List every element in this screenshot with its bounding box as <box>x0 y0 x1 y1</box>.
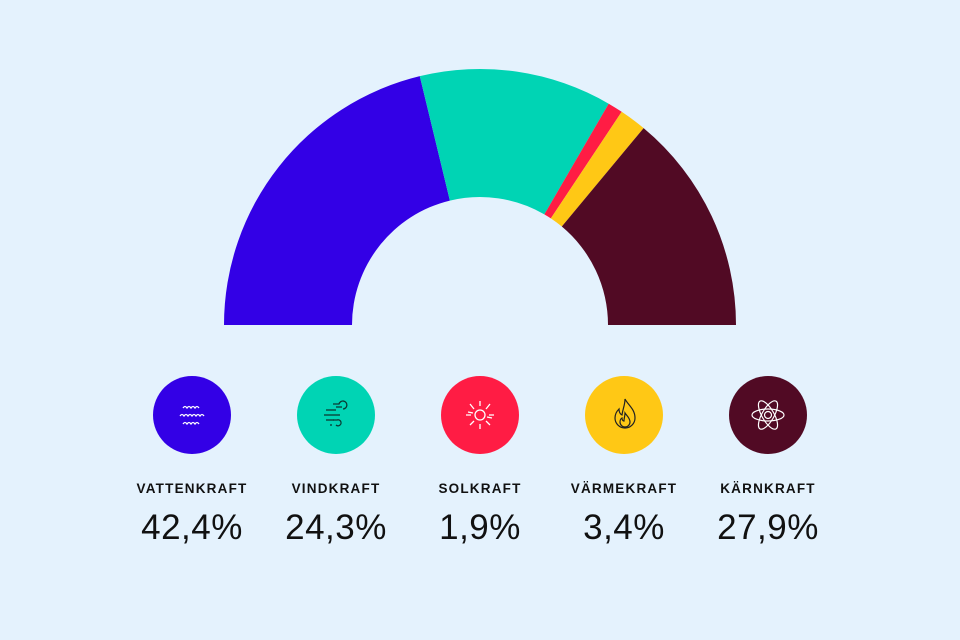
slice-solkraft <box>544 103 622 219</box>
slice-vindkraft <box>419 69 609 215</box>
slice-värmekraft <box>550 111 644 227</box>
slice-kärnkraft <box>561 128 736 325</box>
legend-label: VÄRMEKRAFT <box>570 481 678 496</box>
legend-circle <box>585 376 663 454</box>
legend-item-vindkraft: VINDKRAFT 24,3% <box>256 376 416 548</box>
legend-value: 1,9% <box>439 508 521 547</box>
water-waves-icon <box>179 405 205 426</box>
wind-icon <box>324 400 348 427</box>
slice-vattenkraft <box>224 76 450 326</box>
legend-value: 3,4% <box>583 508 665 547</box>
legend-circle <box>153 376 231 454</box>
legend-circle <box>297 376 375 454</box>
legend-label: VINDKRAFT <box>291 481 381 496</box>
legend-label: KÄRNKRAFT <box>720 481 816 496</box>
flame-icon <box>614 398 636 429</box>
legend-item-kärnkraft: KÄRNKRAFT 27,9% <box>688 376 848 548</box>
legend-item-vattenkraft: VATTENKRAFT 42,4% <box>112 376 272 548</box>
legend-item-värmekraft: VÄRMEKRAFT 3,4% <box>544 376 704 548</box>
legend-value: 27,9% <box>717 508 819 547</box>
legend-label: SOLKRAFT <box>438 481 522 496</box>
legend-value: 24,3% <box>285 508 387 547</box>
legend-circle <box>729 376 807 454</box>
sun-icon <box>466 401 494 429</box>
atom-icon <box>751 400 785 430</box>
legend-value: 42,4% <box>141 508 243 547</box>
legend-label: VATTENKRAFT <box>136 481 248 496</box>
legend-item-solkraft: SOLKRAFT 1,9% <box>400 376 560 548</box>
legend-circle <box>441 376 519 454</box>
